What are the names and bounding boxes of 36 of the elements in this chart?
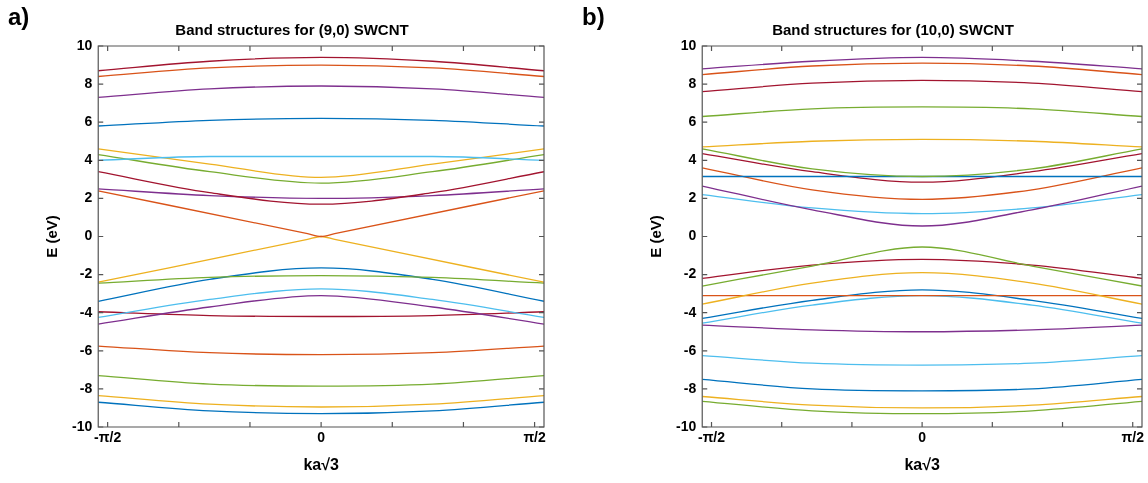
y-tick-label: -2	[683, 265, 697, 282]
y-tick-label: 8	[84, 74, 93, 91]
y-tick-label: -6	[79, 341, 93, 358]
y-axis-title: E (eV)	[647, 215, 665, 258]
x-tick-label: π/2	[1121, 429, 1145, 446]
y-tick-label: -8	[683, 379, 697, 396]
y-tick-label: -4	[79, 303, 93, 320]
y-tick-label: 10	[680, 36, 697, 53]
y-tick-label: 0	[688, 227, 697, 244]
y-tick-label: 6	[688, 113, 697, 130]
y-tick-label: -4	[683, 303, 697, 320]
y-tick-label: 2	[688, 189, 697, 206]
y-tick-label: 8	[688, 74, 697, 91]
y-tick-label: -10	[676, 417, 697, 434]
y-axis-title: E (eV)	[43, 215, 61, 258]
y-tick-label: 2	[84, 189, 93, 206]
x-tick-label: 0	[918, 429, 927, 446]
x-axis-title: ka√3	[904, 455, 940, 473]
chart-title: Band structures for (9,0) SWCNT	[175, 21, 409, 39]
x-tick-label: π/2	[523, 429, 546, 446]
x-tick-label: -π/2	[697, 429, 726, 446]
y-tick-label: 0	[84, 227, 93, 244]
y-tick-label: -2	[79, 265, 93, 282]
x-tick-label: 0	[317, 429, 326, 446]
text: a)	[8, 2, 30, 30]
y-tick-label: 10	[76, 36, 93, 53]
x-axis-title: ka√3	[303, 455, 339, 473]
y-tick-label: -6	[683, 341, 697, 358]
text: b)	[582, 2, 605, 30]
y-tick-label: 4	[688, 151, 697, 168]
y-tick-label: -10	[72, 417, 93, 434]
chart-title: Band structures for (10,0) SWCNT	[772, 21, 1014, 39]
y-tick-label: 4	[84, 151, 93, 168]
y-tick-label: -8	[79, 379, 93, 396]
x-tick-label: -π/2	[94, 429, 122, 446]
y-tick-label: 6	[84, 113, 93, 130]
